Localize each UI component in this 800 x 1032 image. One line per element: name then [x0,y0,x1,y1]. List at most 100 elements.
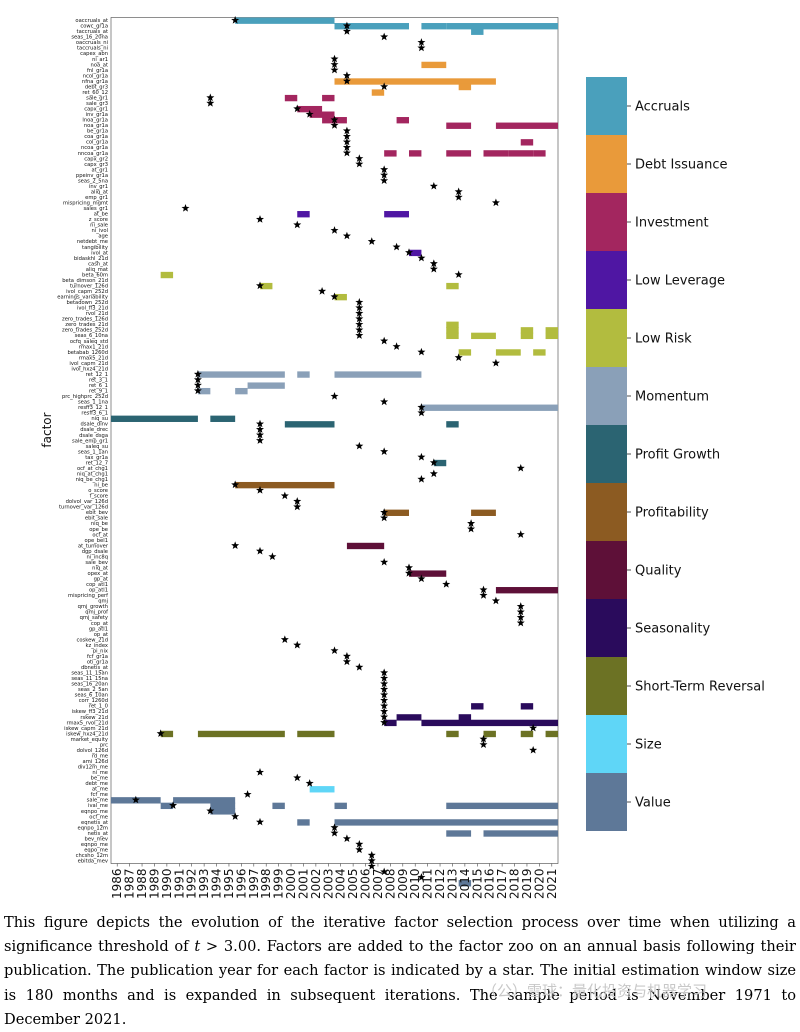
selection-bar [197,387,211,395]
selection-bar [334,371,422,378]
publication-star [429,264,438,273]
year-tick-label: 1993 [197,869,211,900]
publication-star [380,867,389,876]
factor-label: niq_at [92,565,108,571]
factor-label: rskew_21d [80,715,108,721]
factor-label: resff3_6_1 [81,411,108,417]
factor-label: chcsho_12m [76,853,108,859]
legend-label: Investment [635,216,709,231]
factor-label: cop_at [91,621,108,627]
year-tick-label: 1990 [160,869,174,900]
publication-star [330,115,339,124]
publication-star [342,651,351,660]
category-legend: Accruals Debt Issuance Investment Low Lever… [586,77,765,831]
factor-label: prc [100,742,108,748]
factor-label: beta_dimson_21d [62,278,108,284]
factor-label: rvol_21d [86,311,108,317]
factor-label: inv_gr1 [89,184,108,190]
publication-star [330,54,339,63]
publication-star [529,745,538,754]
factor-label: dsale_drec [80,427,108,433]
factor-label: ni_be [94,483,108,489]
factor-label: div12m_me [78,765,108,771]
factor-label: turnover_126d [70,283,108,289]
selection-bar [520,703,534,710]
publication-star [405,248,413,256]
legend-swatch [586,77,627,135]
publication-star [417,38,426,46]
factor-label: rd_me [92,753,108,759]
publication-star [491,596,500,605]
factor-label: zero_trades_21d [65,322,108,328]
legend-swatch [586,309,627,367]
publication-star [380,447,389,455]
factor-label: iskew_capm_21d [64,726,108,732]
selection-bar [446,321,459,328]
factor-label: ni_ivol [92,228,108,234]
selection-bar [533,349,546,356]
publication-star [367,856,376,865]
publication-star [380,557,389,566]
factor-label: capx_gr1 [84,107,108,113]
factor-label: tax_gr1a [85,455,108,461]
publication-star [429,259,438,267]
selection-bar [197,371,285,378]
selection-bar [334,23,409,30]
selection-bar [409,249,422,257]
publication-star [231,480,240,489]
year-tick-label: 2013 [446,869,460,900]
legend-label: Short-Term Reversal [635,680,765,695]
factor-label: sale_bev [85,560,108,566]
legend-swatch [586,367,627,425]
publication-star [380,701,389,710]
factor-label: dgp_dsale [82,549,108,555]
factor-label: resff3_12_1 [78,405,108,411]
publication-star [156,729,165,737]
selection-bar [446,327,459,334]
publication-star [355,298,364,306]
factor-label: ocf_at_chg1 [77,466,108,472]
factor-label: ni_ar1 [92,57,108,63]
selection-bar [384,509,409,516]
selection-bar [284,421,335,428]
publication-star [330,292,339,301]
factor-label: inv_gr1a [86,112,108,118]
selection-bar [483,830,558,837]
publication-star [355,663,364,671]
publication-star [516,463,525,472]
selection-bar [247,382,285,389]
publication-star [417,475,426,483]
factor-label: ope_be [89,527,108,533]
selection-bar [235,17,335,24]
publication-star [429,181,438,190]
factor-label: rmax5_rvol_21d [66,720,108,726]
publication-star [342,71,351,79]
factor-label: ivol_capm_21d [69,361,108,367]
factor-label: seas_2_5na [78,178,108,184]
publication-star [318,287,327,295]
selection-bar [495,587,558,594]
selection-bar [545,327,558,334]
factor-label: ivol_at [91,250,108,256]
year-tick-label: 1996 [234,869,248,900]
publication-star [305,110,314,118]
selection-bar [210,802,236,810]
publication-star [429,458,438,467]
selection-bar [346,542,385,550]
factor-label: qmj_growth [78,604,108,610]
y-axis-label: factor [40,412,54,447]
publication-star [355,325,364,334]
publication-star [280,491,289,500]
publication-star [293,104,302,113]
year-tick-label: 2011 [421,869,435,900]
factor-label: ret_60_12 [82,90,108,96]
selection-bar [396,117,409,124]
selection-bar [160,271,174,279]
publication-star [193,375,202,384]
factor-label: iskew_hxz4_21d [66,731,108,737]
factor-label: z_score [89,217,108,223]
selection-bar [471,703,484,710]
factor-label: ocf_at [92,532,108,538]
publication-star [256,817,264,826]
factor-label: opex_at [88,571,108,577]
